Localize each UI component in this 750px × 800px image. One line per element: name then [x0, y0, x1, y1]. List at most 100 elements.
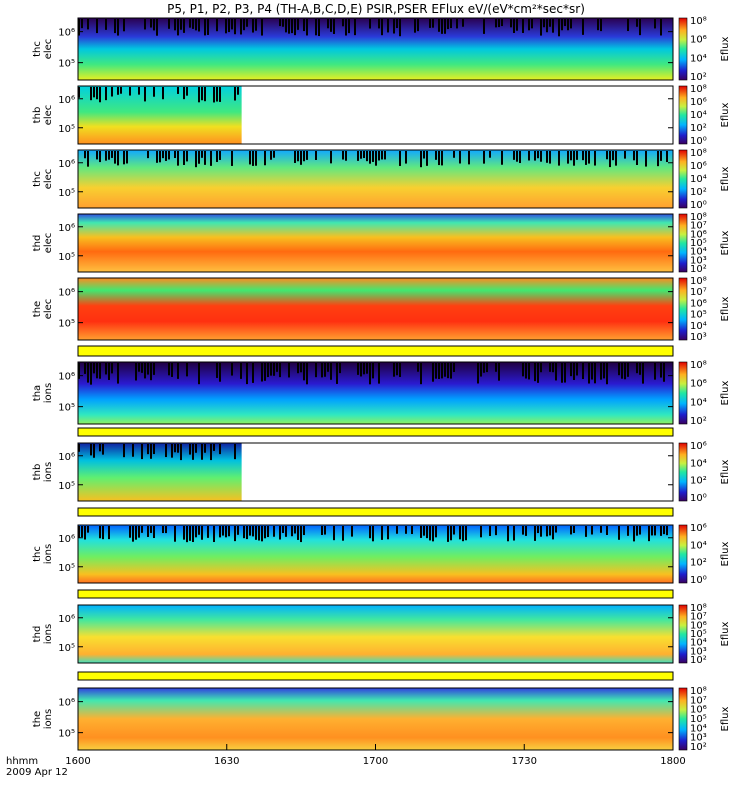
missing-data-stripe [285, 526, 287, 537]
missing-data-stripe [279, 19, 281, 27]
missing-data-stripe [636, 19, 638, 27]
missing-data-stripe [108, 151, 110, 160]
missing-data-stripe [111, 363, 113, 374]
missing-data-stripe [267, 363, 269, 378]
missing-data-stripe [138, 526, 140, 538]
missing-data-stripe [156, 19, 158, 36]
panel-label-probe: thc [32, 546, 43, 562]
spectrogram-panel-thb-ions: 10⁶ 10⁵ thb ions 10⁶ 10⁴ 10² 10⁰ Eflux [32, 441, 731, 504]
missing-data-stripe [171, 444, 173, 458]
missing-data-stripe [666, 526, 668, 536]
missing-data-stripe [513, 151, 515, 160]
missing-data-stripe [300, 363, 302, 373]
colorbar [678, 277, 688, 341]
missing-data-stripe [186, 87, 188, 96]
colorbar-tick-label: 10⁴ [690, 723, 707, 734]
empty-panel-strip [77, 589, 674, 599]
missing-data-stripe [609, 151, 611, 168]
missing-data-stripe [528, 363, 530, 380]
missing-data-stripe [195, 151, 197, 168]
missing-data-stripe [96, 19, 98, 34]
missing-data-stripe [177, 363, 179, 379]
time-format-label: hhmm [6, 756, 39, 767]
missing-data-stripe [510, 19, 512, 28]
missing-data-stripe [441, 19, 443, 34]
missing-data-stripe [123, 19, 125, 32]
missing-data-stripe [153, 526, 155, 539]
missing-data-stripe [198, 526, 200, 535]
missing-data-stripe [165, 444, 167, 458]
colorbar [678, 687, 688, 751]
missing-data-stripe [186, 151, 188, 162]
missing-data-stripe [246, 19, 248, 27]
missing-data-stripe [393, 19, 395, 34]
panel-label-species: ions [43, 383, 54, 403]
missing-data-stripe [555, 526, 557, 533]
missing-data-stripe [222, 526, 224, 536]
missing-data-stripe [489, 151, 491, 158]
colorbar [678, 149, 688, 209]
missing-data-stripe [660, 363, 662, 378]
missing-data-stripe [219, 363, 221, 382]
y-tick-label: 10⁶ [58, 288, 75, 299]
missing-data-stripe [516, 19, 518, 31]
missing-data-stripe [105, 87, 107, 101]
missing-data-stripe [105, 19, 107, 30]
missing-data-stripe [201, 526, 203, 540]
missing-data-stripe [450, 363, 452, 379]
missing-data-stripe [291, 526, 293, 537]
y-tick-label: 10⁵ [58, 563, 75, 574]
missing-data-stripe [369, 151, 371, 164]
missing-data-stripe [87, 19, 89, 30]
missing-data-stripe [540, 363, 542, 373]
missing-data-stripe [255, 526, 257, 540]
colorbar-label: Eflux [720, 459, 731, 484]
missing-data-stripe [387, 19, 389, 33]
panel-frame [77, 442, 674, 502]
missing-data-stripe [297, 151, 299, 162]
missing-data-stripe [96, 363, 98, 379]
panel-label-species: ions [43, 462, 54, 482]
colorbar-tick-label: 10⁸ [690, 148, 707, 159]
missing-data-stripe [585, 526, 587, 537]
missing-data-stripe [276, 363, 278, 372]
colorbar-label: Eflux [720, 621, 731, 646]
missing-data-stripe [144, 87, 146, 102]
colorbar-tick-label: 10⁴ [690, 53, 707, 64]
missing-data-stripe [108, 363, 110, 380]
colorbar-tick-label: 10⁴ [690, 321, 707, 332]
missing-data-stripe [333, 19, 335, 34]
missing-data-stripe [468, 151, 470, 165]
colorbar-tick-label: 10⁸ [690, 212, 707, 223]
missing-data-stripe [447, 526, 449, 542]
missing-data-stripe [261, 19, 263, 36]
missing-data-stripe [450, 19, 452, 29]
colorbar [678, 361, 688, 425]
missing-data-stripe [516, 151, 518, 162]
y-tick-label: 10⁶ [58, 698, 75, 709]
missing-data-stripe [198, 363, 200, 385]
missing-data-stripe [660, 151, 662, 161]
missing-data-stripe [378, 151, 380, 161]
missing-data-stripe [528, 151, 530, 161]
missing-data-stripe [666, 151, 668, 163]
missing-data-stripe [366, 363, 368, 374]
missing-data-stripe [243, 19, 245, 31]
colorbar-tick-label: 10⁴ [690, 397, 707, 408]
missing-data-stripe [624, 363, 626, 380]
missing-data-stripe [435, 151, 437, 160]
colorbar-label: Eflux [720, 706, 731, 731]
empty-panel-strip [77, 507, 674, 517]
missing-data-stripe [396, 526, 398, 534]
colorbar-label: Eflux [720, 102, 731, 127]
colorbar-tick-label: 10⁶ [690, 35, 707, 46]
missing-data-stripe [567, 19, 569, 31]
missing-data-stripe [147, 151, 149, 159]
colorbar [678, 604, 688, 664]
missing-data-stripe [570, 151, 572, 161]
missing-data-stripe [147, 526, 149, 537]
missing-data-stripe [174, 526, 176, 542]
missing-data-stripe [423, 151, 425, 159]
missing-data-stripe [294, 526, 296, 534]
missing-data-stripe [381, 19, 383, 36]
